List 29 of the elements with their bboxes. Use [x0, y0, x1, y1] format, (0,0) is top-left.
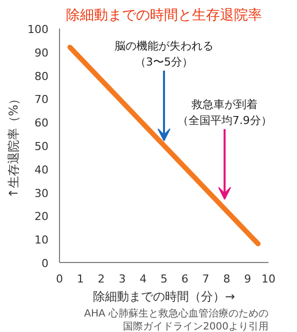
x-tick-label: 6 — [181, 272, 188, 286]
y-axis-title: ↑生存退院率（%） — [6, 92, 21, 198]
x-tick-label: 0 — [56, 272, 63, 286]
y-tick-label: 50 — [34, 140, 49, 153]
annotation: 脳の機能が失われる（3〜5分） — [114, 40, 214, 68]
y-tick-label: 100 — [28, 23, 49, 36]
y-tick-label: 40 — [34, 163, 49, 176]
y-tick-label: 80 — [34, 70, 49, 83]
x-tick-label: 9 — [244, 272, 252, 286]
y-tick-label: 90 — [34, 46, 49, 60]
chart-title: 除細動までの時間と生存退院率 — [66, 8, 262, 24]
annotation: 救急車が到着（全国平均7.9分） — [177, 98, 272, 127]
y-tick-label: 0 — [42, 257, 48, 270]
y-tick-label: 70 — [34, 93, 49, 106]
y-tick-label: 10 — [34, 234, 49, 247]
x-tick-label: 2 — [98, 272, 105, 286]
x-tick-label: 8 — [223, 272, 230, 286]
y-tick-label: 60 — [34, 116, 49, 130]
y-tick-label: 30 — [34, 186, 49, 200]
x-tick-label: 5 — [160, 272, 168, 286]
x-tick-label: 10 — [262, 272, 276, 286]
x-tick-label: 7 — [202, 272, 210, 286]
text: AHA 心肺蘇生と救急心血管治療のための — [84, 308, 269, 320]
x-tick-label: 3 — [118, 272, 126, 286]
x-axis-title: 除細動までの時間（分）→ — [92, 290, 236, 304]
x-tick-label: 1 — [76, 272, 84, 286]
y-tick-label: 20 — [34, 210, 49, 224]
x-tick-label: 4 — [140, 272, 147, 286]
text: 国際ガイドライン2000より引用 — [123, 320, 269, 332]
